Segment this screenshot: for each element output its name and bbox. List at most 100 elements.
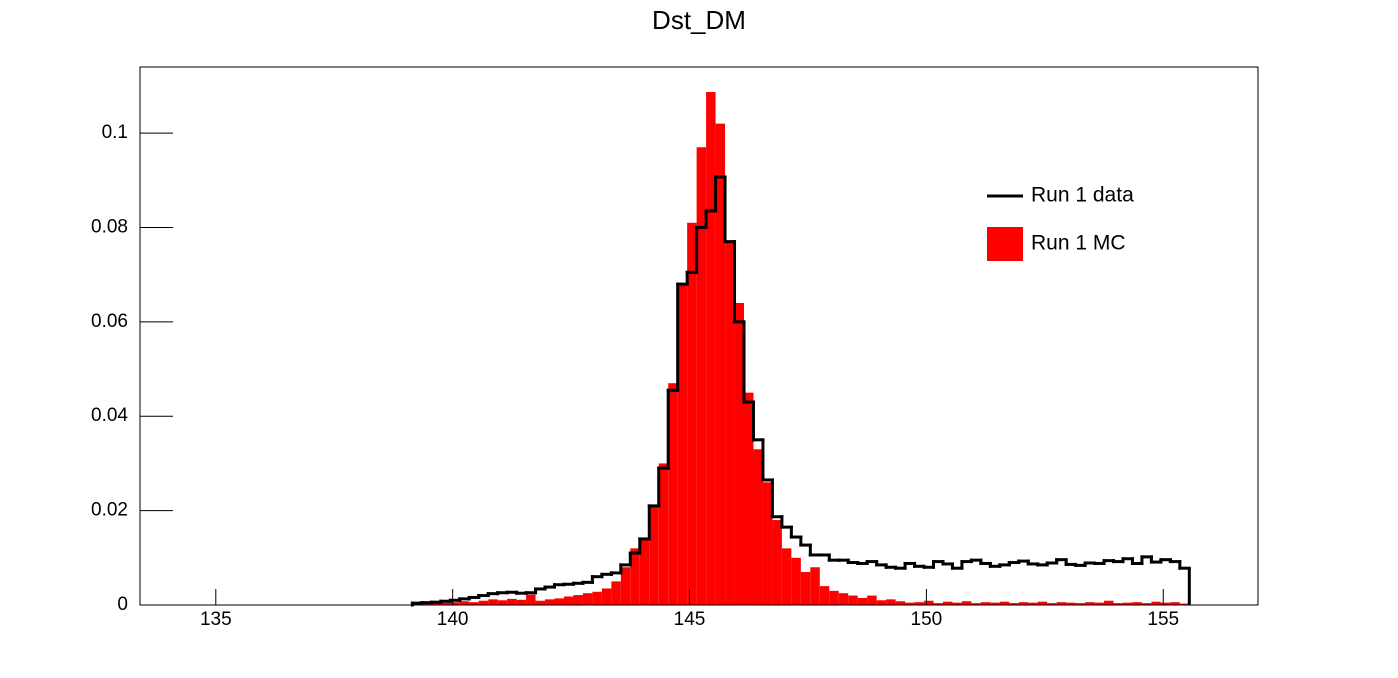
- bar: [762, 482, 773, 605]
- bar: [545, 599, 555, 605]
- bar: [431, 602, 441, 605]
- bar: [630, 548, 640, 605]
- bar: [1056, 602, 1067, 605]
- bar: [1037, 601, 1048, 605]
- bar: [535, 600, 546, 605]
- bar: [1179, 603, 1190, 605]
- bar: [488, 599, 498, 605]
- legend-label: Run 1 MC: [1031, 232, 1126, 255]
- bar: [469, 602, 479, 605]
- x-tick-label: 145: [674, 609, 706, 630]
- bar: [554, 598, 564, 605]
- legend: Run 1 data Run 1 MC: [987, 184, 1134, 261]
- bar: [706, 92, 716, 606]
- y-tick-label: 0.08: [91, 216, 128, 237]
- frame: [139, 66, 1259, 606]
- bar: [668, 383, 678, 605]
- bar: [914, 602, 925, 605]
- bar: [526, 594, 536, 605]
- bar: [942, 601, 953, 605]
- bar: [810, 567, 820, 605]
- y-tick-label: 0.02: [91, 500, 128, 521]
- chart-title: Dst_DM: [652, 5, 746, 35]
- bar: [1141, 603, 1152, 605]
- bar: [497, 600, 508, 605]
- bar: [886, 599, 896, 605]
- bar: [867, 595, 877, 605]
- bar: [1104, 600, 1114, 605]
- bar: [1160, 602, 1171, 605]
- bar: [715, 123, 726, 605]
- bar: [924, 600, 934, 605]
- bar: [791, 557, 801, 605]
- bar: [905, 602, 915, 605]
- legend-label: Run 1 data: [1031, 184, 1134, 207]
- y-tick-label: 0.04: [91, 405, 128, 426]
- bar: [1075, 603, 1086, 605]
- bar: [961, 601, 972, 605]
- x-tick-label: 135: [200, 609, 232, 630]
- bar: [601, 588, 612, 605]
- bar: [440, 602, 451, 605]
- bar: [478, 600, 489, 605]
- bar: [800, 571, 811, 605]
- bar: [895, 601, 906, 605]
- bar: [971, 603, 981, 605]
- bar: [838, 593, 849, 605]
- bar: [744, 392, 754, 605]
- bar: [450, 602, 460, 605]
- bar: [677, 284, 688, 605]
- legend-swatch: [987, 227, 1023, 261]
- x-tick-label: 150: [911, 609, 943, 630]
- bar: [658, 463, 669, 605]
- bar: [620, 567, 631, 605]
- bar: [725, 241, 735, 606]
- bar: [639, 538, 650, 605]
- bar: [582, 593, 593, 605]
- bar: [1009, 603, 1019, 605]
- bar: [990, 602, 1000, 605]
- bar: [1028, 602, 1038, 605]
- bar: [573, 595, 583, 605]
- bar: [753, 449, 763, 605]
- bar: [933, 603, 943, 605]
- bar: [980, 602, 991, 605]
- bar: [1132, 602, 1142, 605]
- bar: [516, 599, 527, 605]
- bar: [848, 595, 858, 605]
- bar: [876, 600, 887, 605]
- bar: [649, 505, 659, 605]
- bar: [734, 302, 745, 605]
- bar: [829, 590, 839, 605]
- bar: [1066, 602, 1076, 605]
- bar: [1018, 602, 1029, 605]
- bar: [592, 591, 602, 605]
- bar: [772, 520, 782, 605]
- y-tick-label: 0.1: [102, 122, 128, 143]
- x-tick-label: 140: [437, 609, 469, 630]
- bar: [1170, 602, 1180, 605]
- bar: [857, 597, 868, 605]
- bar: [819, 586, 830, 605]
- bar: [1094, 602, 1105, 605]
- bar: [563, 596, 574, 605]
- bar: [1122, 602, 1133, 605]
- bar: [1113, 603, 1123, 605]
- bar: [1047, 603, 1057, 605]
- x-tick-label: 155: [1147, 609, 1179, 630]
- y-tick-label: 0: [117, 594, 128, 615]
- bar: [999, 601, 1010, 605]
- bar: [1151, 601, 1161, 605]
- bar: [459, 601, 470, 605]
- bar: [781, 548, 792, 605]
- y-tick-label: 0.06: [91, 311, 128, 332]
- bar: [687, 222, 697, 605]
- bar: [507, 598, 517, 605]
- bar: [1085, 602, 1095, 605]
- bar: [696, 147, 707, 605]
- bar: [611, 581, 621, 605]
- plot-area: [410, 92, 1191, 607]
- bar: [952, 602, 962, 605]
